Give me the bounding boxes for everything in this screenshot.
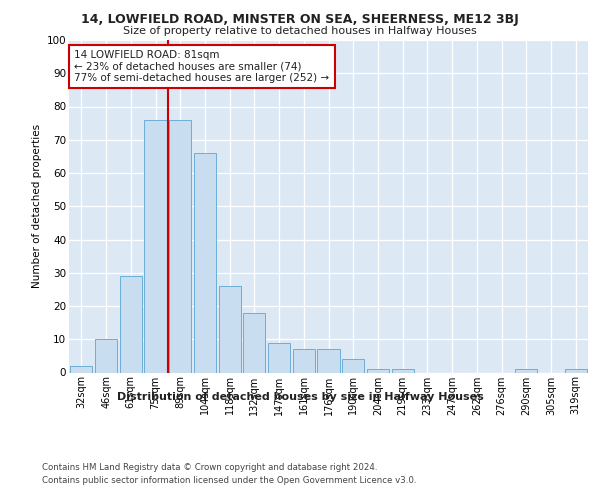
Text: Distribution of detached houses by size in Halfway Houses: Distribution of detached houses by size … bbox=[116, 392, 484, 402]
Bar bbox=[243, 312, 265, 372]
Bar bbox=[119, 276, 142, 372]
Bar bbox=[70, 366, 92, 372]
Y-axis label: Number of detached properties: Number of detached properties bbox=[32, 124, 43, 288]
Bar bbox=[169, 120, 191, 372]
Bar bbox=[145, 120, 167, 372]
Bar bbox=[515, 369, 538, 372]
Bar bbox=[342, 359, 364, 372]
Bar bbox=[194, 153, 216, 372]
Text: 14, LOWFIELD ROAD, MINSTER ON SEA, SHEERNESS, ME12 3BJ: 14, LOWFIELD ROAD, MINSTER ON SEA, SHEER… bbox=[81, 12, 519, 26]
Text: Contains HM Land Registry data © Crown copyright and database right 2024.: Contains HM Land Registry data © Crown c… bbox=[42, 462, 377, 471]
Bar bbox=[565, 369, 587, 372]
Text: Size of property relative to detached houses in Halfway Houses: Size of property relative to detached ho… bbox=[123, 26, 477, 36]
Bar bbox=[367, 369, 389, 372]
Bar bbox=[268, 342, 290, 372]
Bar bbox=[218, 286, 241, 372]
Bar bbox=[293, 349, 315, 372]
Bar bbox=[392, 369, 414, 372]
Bar bbox=[317, 349, 340, 372]
Text: Contains public sector information licensed under the Open Government Licence v3: Contains public sector information licen… bbox=[42, 476, 416, 485]
Bar bbox=[95, 339, 117, 372]
Text: 14 LOWFIELD ROAD: 81sqm
← 23% of detached houses are smaller (74)
77% of semi-de: 14 LOWFIELD ROAD: 81sqm ← 23% of detache… bbox=[74, 50, 329, 83]
